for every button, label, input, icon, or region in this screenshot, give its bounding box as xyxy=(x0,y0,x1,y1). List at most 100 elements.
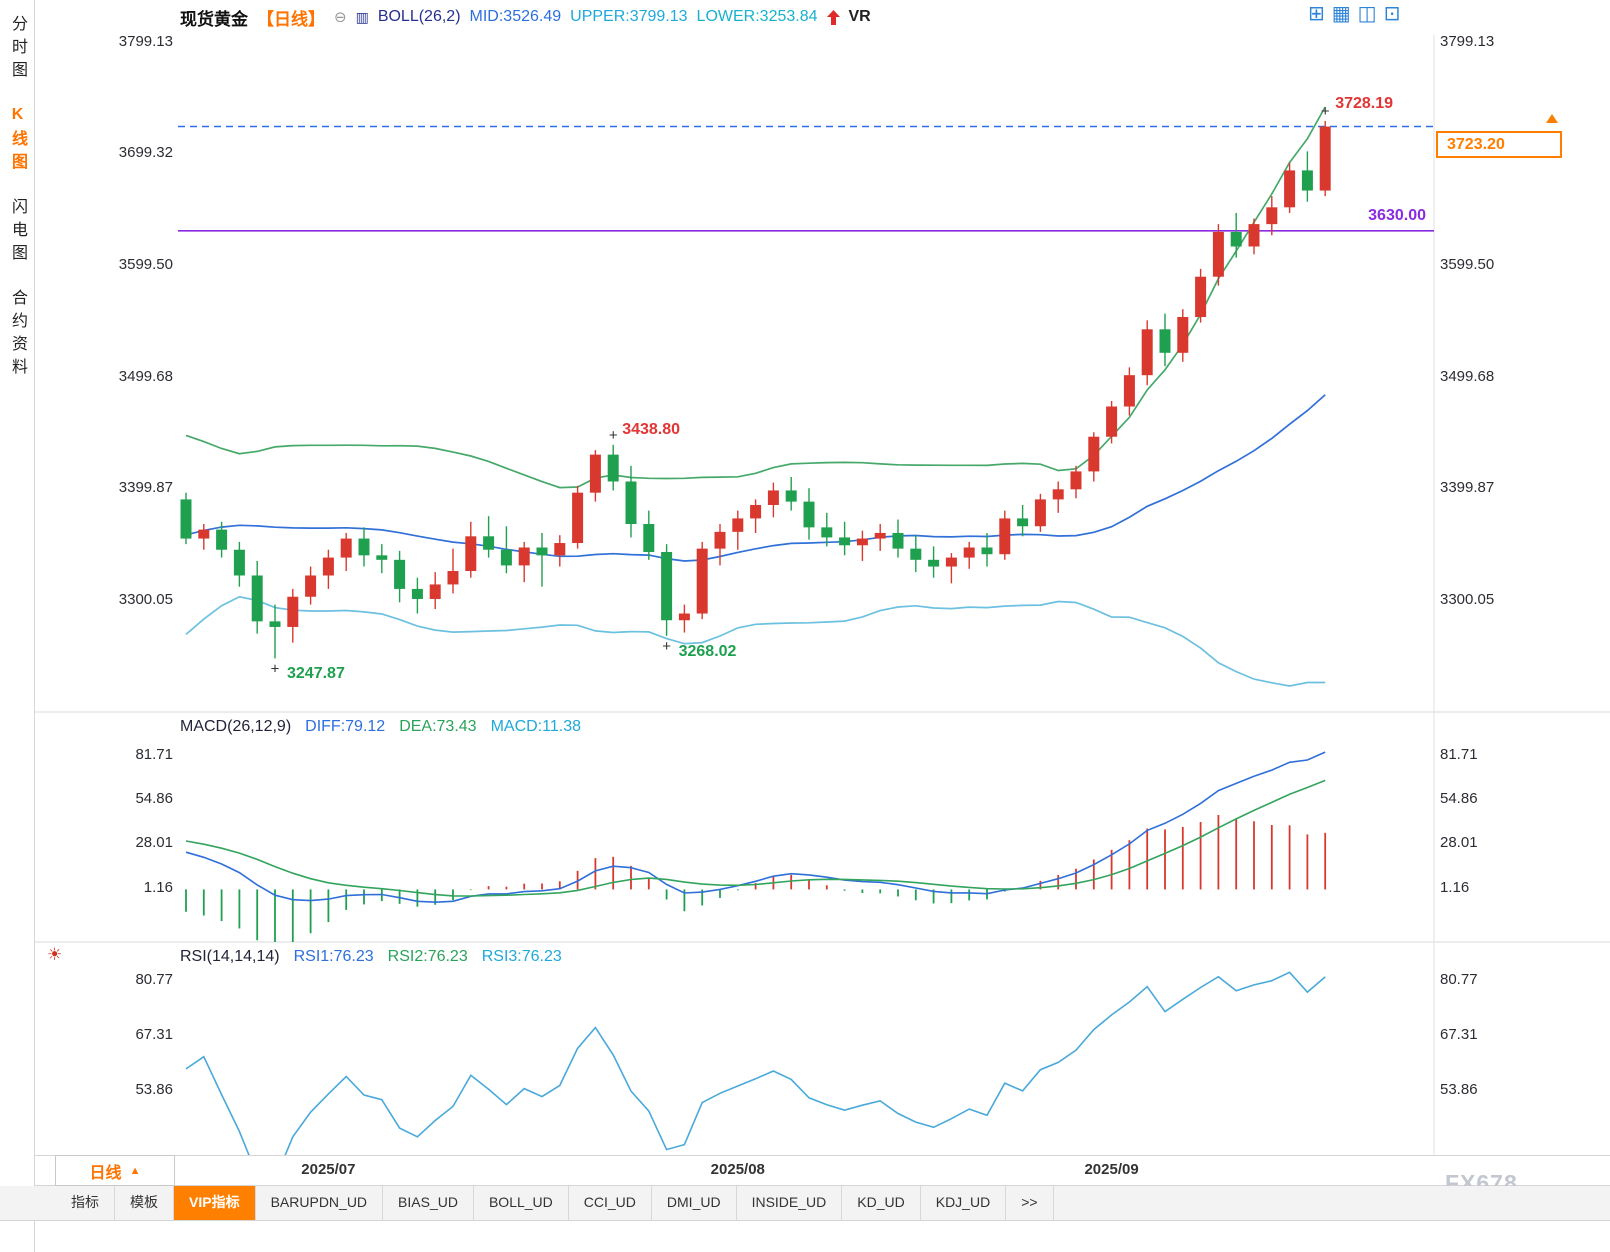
macd-params-label[interactable]: MACD(26,12,9) xyxy=(180,718,292,735)
candle xyxy=(429,584,441,599)
candle xyxy=(269,621,281,627)
candle xyxy=(358,538,370,556)
boll-params-label[interactable]: BOLL(26,2) xyxy=(377,8,461,25)
grid-layout-icon[interactable]: ⊞ xyxy=(1308,3,1325,25)
candle xyxy=(536,547,548,556)
bottom-tab-CCI_UD[interactable]: CCI_UD xyxy=(569,1186,652,1220)
sidebar-item-kline-chart[interactable]: K线图 xyxy=(9,106,26,176)
macd-hist-value: MACD:11.38 xyxy=(490,718,581,735)
boll-upper-value: UPPER:3799.13 xyxy=(570,8,688,25)
main-panel: + + + + xyxy=(178,103,1434,687)
candle xyxy=(394,559,406,589)
candle xyxy=(180,499,192,539)
bottom-tab-BOLL_UD[interactable]: BOLL_UD xyxy=(474,1186,569,1220)
symbol-name: 现货黄金 xyxy=(180,9,248,29)
dropdown-arrow-icon: ▲ xyxy=(129,1164,141,1177)
candle xyxy=(483,536,495,550)
candle xyxy=(465,536,477,572)
candle xyxy=(340,538,352,558)
rsi2-value: RSI2:76.23 xyxy=(387,948,468,965)
period-label[interactable]: 【日线】 xyxy=(257,9,325,29)
bottom-tab-DMI_UD[interactable]: DMI_UD xyxy=(652,1186,737,1220)
candle xyxy=(1106,406,1118,437)
dual-panel-icon[interactable]: ◫ xyxy=(1357,3,1377,25)
candle xyxy=(803,501,815,528)
up-arrow-icon xyxy=(826,9,840,25)
candle xyxy=(554,543,566,556)
indicator-settings-icon[interactable]: ☀ xyxy=(47,945,63,964)
candle xyxy=(1195,276,1207,317)
bottom-tab-BIAS_UD[interactable]: BIAS_UD xyxy=(383,1186,474,1220)
bottom-tab-KDJ_UD[interactable]: KDJ_UD xyxy=(921,1186,1007,1220)
candle xyxy=(1266,207,1278,225)
boll-lower-line xyxy=(185,595,1326,687)
bottom-tab->>[interactable]: >> xyxy=(1006,1186,1054,1220)
candle xyxy=(589,454,601,493)
macd-dea-value: DEA:73.43 xyxy=(399,718,477,735)
boll-lower-value: LOWER:3253.84 xyxy=(696,8,818,25)
extreme-marker: + xyxy=(271,660,280,677)
chart-header: 现货黄金 【日线】 ⊖ ▥ BOLL(26,2) MID:3526.49 UPP… xyxy=(180,4,871,30)
vr-indicator-label[interactable]: VR xyxy=(848,8,871,25)
candle xyxy=(251,575,263,622)
sidebar-item-contract-info[interactable]: 合约资料 xyxy=(9,289,26,381)
sidebar-item-time-chart[interactable]: 分时图 xyxy=(9,15,26,84)
single-panel-icon[interactable]: ⊡ xyxy=(1383,3,1401,25)
boll-indicator-icon: ▥ xyxy=(355,8,369,25)
candle xyxy=(572,492,584,544)
extreme-marker: + xyxy=(1321,103,1330,120)
candle xyxy=(376,555,388,560)
tiled-layout-icon[interactable]: ▦ xyxy=(1331,3,1351,25)
timeframe-selector[interactable]: 日线 ▲ xyxy=(55,1155,175,1186)
candle xyxy=(661,551,673,621)
rsi1-value: RSI1:76.23 xyxy=(293,948,374,965)
candle xyxy=(767,490,779,505)
candle xyxy=(1141,329,1153,376)
candle xyxy=(322,557,334,576)
rsi-params-label[interactable]: RSI(14,14,14) xyxy=(180,948,280,965)
candle xyxy=(1088,436,1100,472)
boll-upper-line xyxy=(185,106,1326,489)
bottom-tab-INSIDE_UD[interactable]: INSIDE_UD xyxy=(737,1186,843,1220)
time-axis-row xyxy=(35,1155,1610,1186)
collapse-icon[interactable]: ⊖ xyxy=(334,9,347,26)
rsi-line xyxy=(185,971,1326,1155)
candle xyxy=(839,537,851,546)
candle xyxy=(1230,231,1242,247)
candle xyxy=(892,532,904,549)
candle xyxy=(1248,224,1260,247)
extreme-marker: + xyxy=(662,638,671,655)
macd-dea-line xyxy=(185,779,1326,897)
candle xyxy=(1177,316,1189,353)
candle xyxy=(518,547,530,566)
candle xyxy=(643,524,655,552)
candle xyxy=(1070,471,1082,490)
rsi-header: RSI(14,14,14) RSI1:76.23 RSI2:76.23 RSI3… xyxy=(180,948,562,966)
candle xyxy=(750,504,762,519)
bottom-tab-bar: 指标 模板 VIP指标 BARUPDN_UD BIAS_UD BOLL_UD CCI_UD D… xyxy=(0,1186,1610,1221)
candle xyxy=(411,588,423,599)
candle xyxy=(963,547,975,558)
sidebar-item-flash-chart[interactable]: 闪电图 xyxy=(9,198,26,267)
extreme-marker: + xyxy=(609,427,618,444)
bottom-tab-模板[interactable]: 模板 xyxy=(115,1186,174,1220)
candle xyxy=(287,596,299,627)
candle xyxy=(910,548,922,560)
bottom-tab-指标[interactable]: 指标 xyxy=(56,1186,115,1220)
macd-diff-line xyxy=(185,751,1326,904)
rsi-panel xyxy=(185,971,1326,1155)
bottom-tab-VIP指标[interactable]: VIP指标 xyxy=(174,1186,256,1220)
candle xyxy=(447,571,459,585)
candle xyxy=(1123,375,1135,407)
candle xyxy=(1319,126,1331,191)
layout-icon-group: ⊞ ▦ ◫ ⊡ xyxy=(1308,2,1400,26)
bottom-tab-BARUPDN_UD[interactable]: BARUPDN_UD xyxy=(256,1186,384,1220)
bottom-tab-KD_UD[interactable]: KD_UD xyxy=(842,1186,921,1220)
left-sidebar: 分时图 K线图 闪电图 合约资料 xyxy=(0,0,35,1252)
candle xyxy=(1052,489,1064,500)
candle xyxy=(625,481,637,525)
candle xyxy=(1284,170,1296,208)
macd-panel xyxy=(185,751,1327,942)
